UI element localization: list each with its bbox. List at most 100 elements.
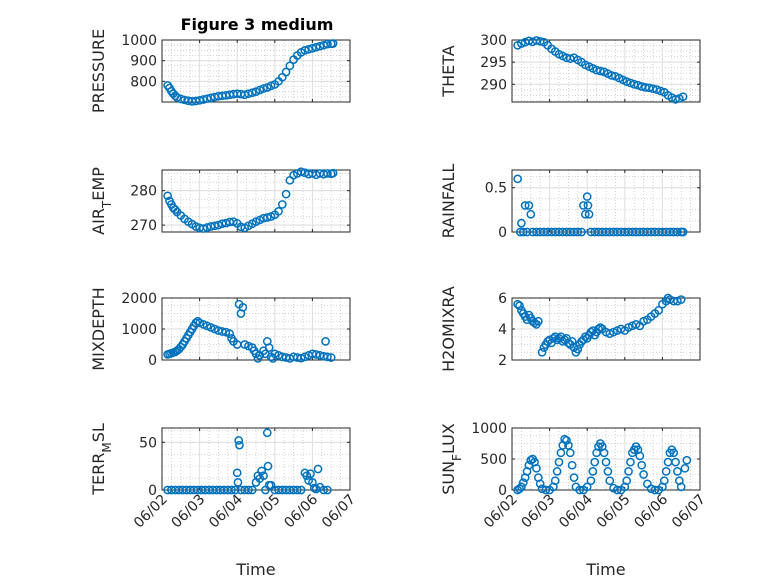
data-point — [323, 485, 332, 495]
data-point — [262, 428, 272, 438]
y-axis-label: AIRTEMP — [89, 167, 114, 235]
x-tick-label: 06/05 — [244, 492, 284, 532]
y-axis-label: SUNFLUX — [439, 423, 464, 495]
data-point — [567, 460, 577, 470]
data-point — [225, 329, 235, 338]
data-point — [652, 85, 662, 94]
data-point — [321, 337, 330, 346]
data-point — [541, 485, 551, 495]
x-tick-label: 06/07 — [319, 492, 359, 532]
data-point — [661, 467, 671, 476]
data-point — [238, 302, 248, 312]
data-point — [639, 470, 648, 479]
data-point — [605, 476, 615, 486]
data-point — [230, 485, 240, 495]
figure-title: Figure 3 medium — [181, 15, 334, 34]
data-point — [550, 476, 560, 486]
data-point — [532, 463, 541, 473]
data-point — [629, 79, 639, 89]
data-point — [319, 485, 329, 495]
data-point — [296, 485, 306, 495]
data-point — [573, 344, 583, 354]
data-point — [262, 213, 272, 222]
data-point — [234, 436, 244, 445]
subplot-terrsl: 06/0206/0306/0406/0506/0606/07050TERRMSL… — [89, 423, 359, 579]
data-point — [552, 467, 562, 476]
y-tick-label: 900 — [130, 54, 157, 70]
axes-border — [511, 297, 701, 361]
axes-border — [511, 427, 701, 491]
data-point — [583, 201, 593, 210]
subplot-rainfall: 0 0.5 RAINFALL — [439, 164, 701, 241]
x-tick-label: 06/03 — [519, 492, 559, 532]
data-point — [588, 467, 598, 476]
data-point — [214, 220, 223, 230]
data-point — [622, 476, 632, 486]
data-point — [522, 227, 532, 237]
data-point — [590, 457, 600, 467]
data-point — [537, 347, 547, 357]
data-point — [673, 467, 682, 476]
data-point — [580, 209, 590, 219]
data-point — [582, 482, 592, 492]
x-axis-label: Time — [235, 560, 275, 579]
data-point — [565, 448, 575, 458]
y-tick-label: 2000 — [121, 291, 157, 307]
y-tick-label: 1000 — [121, 33, 157, 49]
y-tick-label: 290 — [480, 77, 507, 93]
y-tick-label: 0.5 — [485, 181, 507, 197]
data-point — [244, 89, 253, 99]
data-point — [300, 45, 310, 55]
data-point — [656, 86, 665, 96]
data-point — [517, 218, 526, 228]
data-point — [328, 168, 338, 178]
data-point — [603, 467, 613, 476]
x-tick-label: 06/07 — [669, 492, 709, 532]
data-point — [554, 457, 564, 467]
data-point — [233, 478, 243, 487]
data-point — [264, 343, 274, 352]
y-axis-label: THETA — [439, 45, 458, 97]
subplot-mixdepth: 0 1000 2000 MIXDEPTH — [89, 287, 351, 371]
data-point — [311, 42, 321, 52]
data-point — [313, 464, 323, 474]
data-point — [533, 316, 543, 326]
data-point — [323, 352, 332, 362]
data-point — [599, 448, 609, 458]
data-point — [274, 206, 283, 216]
y-axis-label: H2OMIXRA — [439, 286, 458, 372]
data-point — [654, 306, 663, 315]
y-axis-label: TERRMSL — [89, 423, 114, 496]
data-point — [586, 476, 596, 486]
data-point — [227, 485, 236, 495]
y-tick-label: 270 — [130, 218, 157, 234]
y-tick-label: 300 — [480, 33, 507, 49]
y-tick-label: 280 — [130, 184, 157, 200]
data-point — [650, 485, 660, 495]
data-point — [244, 485, 253, 495]
data-point — [232, 468, 242, 478]
data-point — [513, 174, 522, 184]
data-point — [515, 484, 524, 494]
y-tick-label: 6 — [498, 291, 507, 307]
data-point — [293, 485, 302, 495]
data-point — [515, 301, 524, 311]
data-point — [281, 189, 291, 199]
data-point — [326, 353, 336, 362]
data-point — [235, 440, 244, 450]
data-point — [562, 436, 571, 445]
data-point — [217, 327, 227, 336]
subplot-sunlux: 06/0206/0306/0406/0506/0606/0705001000SU… — [439, 421, 709, 579]
y-tick-label: 1000 — [471, 421, 507, 437]
data-point — [281, 67, 291, 77]
subplot-theta: 290 295 300 THETA — [439, 33, 701, 104]
data-point — [573, 227, 583, 237]
data-point — [682, 455, 692, 465]
data-point — [673, 227, 682, 237]
data-point — [191, 222, 201, 231]
data-point — [263, 461, 273, 471]
y-axis-label: MIXDEPTH — [89, 287, 108, 370]
data-point — [247, 88, 257, 98]
data-point — [520, 201, 530, 210]
